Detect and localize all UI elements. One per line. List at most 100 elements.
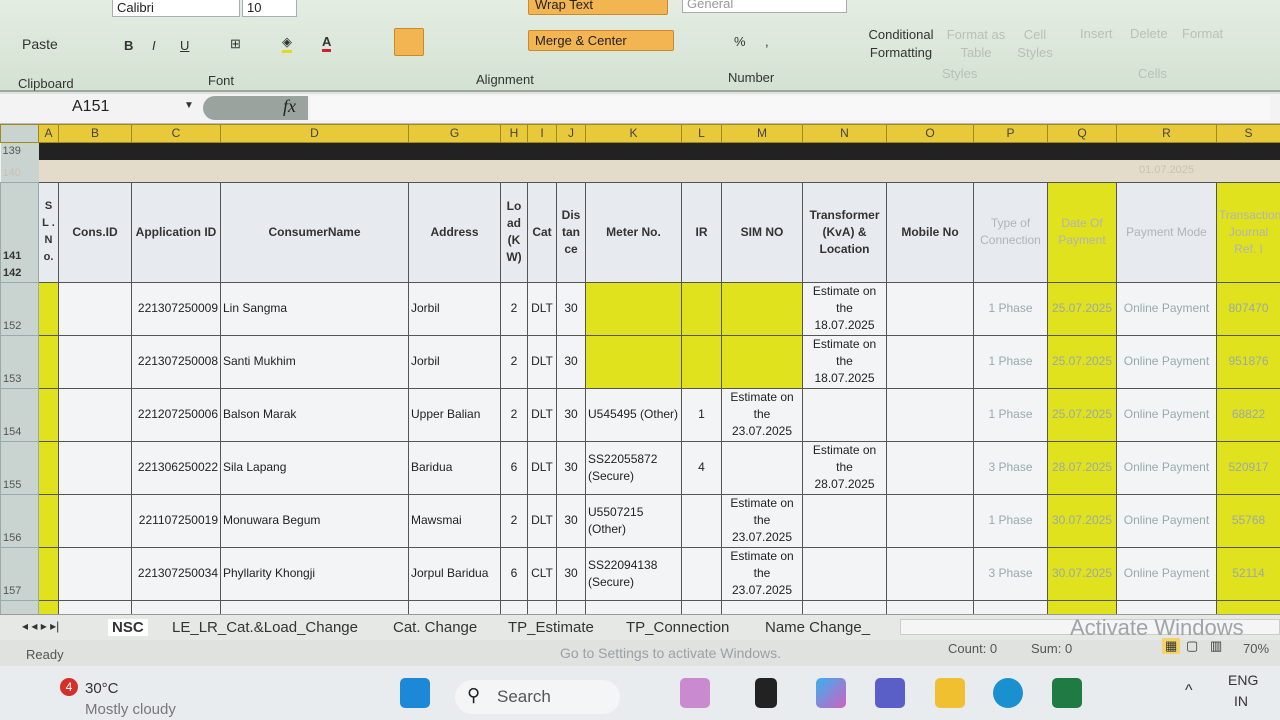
header-cell[interactable]: Cat <box>527 181 557 283</box>
cell-K[interactable]: SS22055872 (Secure) <box>585 440 682 495</box>
column-header-A[interactable]: A <box>38 124 59 143</box>
column-header-L[interactable]: L <box>681 124 722 143</box>
cell-B[interactable] <box>58 546 132 601</box>
cell-S[interactable]: 807470 <box>1216 281 1280 336</box>
row-header[interactable]: 141 142 <box>0 181 39 283</box>
cell[interactable] <box>1216 142 1280 160</box>
percent-button[interactable]: % <box>734 34 746 49</box>
table-row[interactable]: 153 221307250008 Santi Mukhim Jorbil 2 DLT 30 E… <box>0 334 1280 389</box>
column-header-H[interactable]: H <box>500 124 528 143</box>
cell-D[interactable]: Santi Mukhim <box>220 334 409 389</box>
column-header-Q[interactable]: Q <box>1047 124 1117 143</box>
comma-button[interactable]: , <box>765 34 769 49</box>
header-cell[interactable]: Application ID <box>131 181 221 283</box>
table-row[interactable]: 152 221307250009 Lin Sangma Jorbil 2 DLT 30 Est… <box>0 281 1280 336</box>
cell[interactable] <box>973 142 1048 160</box>
cell-L[interactable] <box>681 281 722 336</box>
cell-M[interactable]: Estimate on <box>721 599 803 614</box>
cell-A[interactable] <box>38 387 59 442</box>
cell-C[interactable]: 221307250008 <box>131 334 221 389</box>
cell-J[interactable]: 30 <box>556 546 586 601</box>
delete-button[interactable]: Delete <box>1130 26 1168 41</box>
cell-P[interactable]: 3 Phase <box>973 546 1048 601</box>
weather-temp[interactable]: 30°C <box>85 680 119 697</box>
cell-M[interactable]: Estimate on the 23.07.2025 <box>721 387 803 442</box>
cell-C[interactable]: 221306250022 <box>131 440 221 495</box>
cell-K[interactable]: U545495 (Other) <box>585 387 682 442</box>
header-cell[interactable]: SIM NO <box>721 181 803 283</box>
sheet-tab-tp-estimate[interactable]: TP_Estimate <box>508 619 594 636</box>
cell-O[interactable] <box>886 493 974 548</box>
cell-I[interactable]: DLT <box>527 440 557 495</box>
cell-O[interactable] <box>886 387 974 442</box>
cell-M[interactable]: Estimate on the 23.07.2025 <box>721 493 803 548</box>
font-size-select[interactable]: 10 <box>242 0 297 17</box>
cell[interactable] <box>802 160 887 182</box>
paste-button[interactable]: Paste <box>22 36 58 52</box>
cell-N[interactable]: Estimate on the 18.07.2025 <box>802 334 887 389</box>
header-cell[interactable]: IR <box>681 181 722 283</box>
cell-P[interactable]: 1 Phase <box>973 493 1048 548</box>
cell-O[interactable] <box>886 546 974 601</box>
header-cell[interactable]: Cons.ID <box>58 181 132 283</box>
cell-A[interactable] <box>38 546 59 601</box>
cell-P[interactable]: 1 Phase <box>973 281 1048 336</box>
normal-view-icon[interactable]: ▦ <box>1162 638 1181 654</box>
cell[interactable] <box>408 142 501 160</box>
cell-M[interactable] <box>721 440 803 495</box>
cell-J[interactable]: 30 <box>556 440 586 495</box>
cell[interactable] <box>38 142 59 160</box>
cell-Q[interactable]: 30.07.2025 <box>1047 493 1117 548</box>
header-cell[interactable]: Type of Connection <box>973 181 1048 283</box>
column-header-O[interactable]: O <box>886 124 974 143</box>
cell-K[interactable]: U5507215 (Other) <box>585 493 682 548</box>
bold-button[interactable]: B <box>124 38 134 53</box>
cell-L[interactable] <box>681 334 722 389</box>
row-header[interactable]: 152 <box>0 281 39 336</box>
cell-R[interactable]: Online Payment <box>1116 281 1217 336</box>
cell-L[interactable]: 1 <box>681 387 722 442</box>
cell[interactable] <box>1047 142 1117 160</box>
column-header-R[interactable]: R <box>1116 124 1217 143</box>
cell-J[interactable]: 30 <box>556 493 586 548</box>
cell-O[interactable] <box>886 440 974 495</box>
cell-K[interactable]: U5507220 <box>585 599 682 614</box>
cell-A[interactable] <box>38 599 59 614</box>
row-header[interactable]: 157 <box>0 546 39 601</box>
cell[interactable] <box>220 142 409 160</box>
cell-P[interactable] <box>973 599 1048 614</box>
cell-S[interactable]: 68822 <box>1216 387 1280 442</box>
cell-D[interactable]: Balson Marak <box>220 387 409 442</box>
cell[interactable] <box>585 142 682 160</box>
cell[interactable] <box>220 160 409 182</box>
cell-C[interactable]: 221207250006 <box>131 387 221 442</box>
search-box[interactable]: ⚲ Search <box>455 680 620 714</box>
cell-D[interactable]: Monuwara Begum <box>220 493 409 548</box>
column-header-K[interactable]: K <box>585 124 682 143</box>
cell-D[interactable]: Phyllarity Khongji <box>220 546 409 601</box>
page-layout-view-icon[interactable]: ▢ <box>1186 638 1199 653</box>
header-cell[interactable]: Dis tan ce <box>556 181 586 283</box>
header-cell[interactable]: Meter No. <box>585 181 682 283</box>
cell-S[interactable]: 951876 <box>1216 334 1280 389</box>
number-format-select[interactable]: General <box>682 0 847 13</box>
cell-L[interactable] <box>681 493 722 548</box>
format-button[interactable]: Format <box>1182 26 1224 41</box>
cell-I[interactable] <box>527 599 557 614</box>
cell-N[interactable]: Estimate on the 18.07.2025 <box>802 281 887 336</box>
cell[interactable] <box>973 160 1048 182</box>
sheet-tab-tp-connection[interactable]: TP_Connection <box>626 619 730 636</box>
column-header-N[interactable]: N <box>802 124 887 143</box>
region-indicator[interactable]: IN <box>1234 693 1248 709</box>
insert-function-button[interactable]: fx <box>203 96 308 120</box>
cell-I[interactable]: DLT <box>527 281 557 336</box>
cell-L[interactable]: 4 <box>681 440 722 495</box>
cell-H[interactable] <box>500 599 528 614</box>
tab-scroll-arrows-icon[interactable]: ◂ ◂ ▸ ▸| <box>22 619 60 633</box>
select-all-corner[interactable] <box>0 124 39 143</box>
cell-B[interactable] <box>58 440 132 495</box>
format-as-table-button[interactable]: Format as Table <box>946 27 1006 60</box>
cell-styles-button[interactable]: Cell Styles <box>1017 27 1053 60</box>
cell-I[interactable]: DLT <box>527 334 557 389</box>
row-header[interactable]: 154 <box>0 387 39 442</box>
